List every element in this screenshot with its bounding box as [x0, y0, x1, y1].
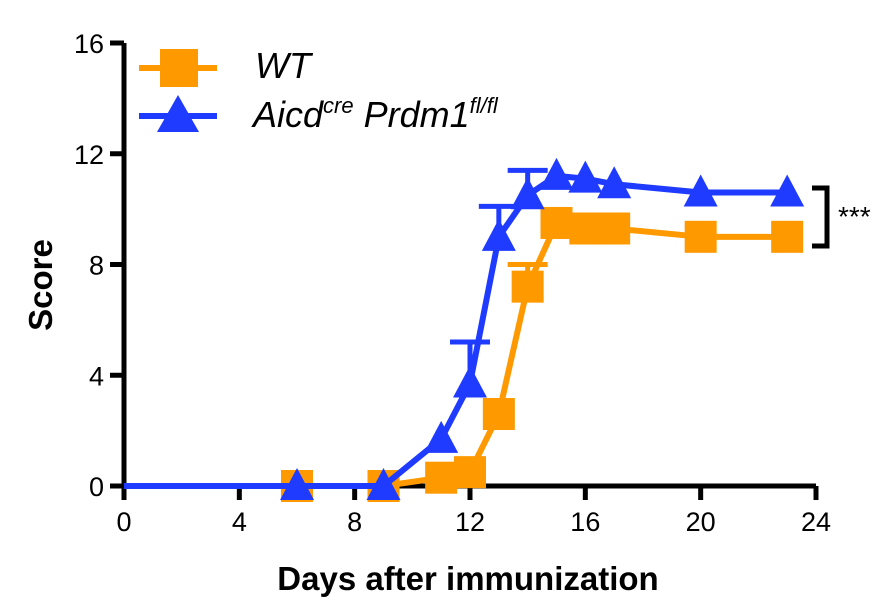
legend-marker-wt [160, 49, 198, 87]
x-tick-label: 24 [801, 507, 831, 537]
data-point [453, 365, 487, 398]
data-point [280, 468, 314, 500]
data-point [771, 220, 804, 253]
series-wt [124, 206, 804, 502]
data-point [511, 270, 544, 303]
series-aicd [124, 157, 805, 500]
data-point [770, 174, 805, 207]
significance-bracket: *** [812, 185, 871, 249]
data-point [683, 174, 718, 207]
data-point [598, 212, 631, 245]
data-point [540, 206, 573, 239]
y-tick-label: 4 [89, 361, 104, 391]
data-point [510, 177, 545, 210]
data-point [366, 468, 401, 500]
x-tick-label: 20 [686, 507, 716, 537]
data-point [569, 212, 602, 245]
y-axis-title: Score [22, 239, 59, 331]
data-point [481, 218, 516, 251]
series-line [124, 219, 788, 489]
data-point [539, 157, 574, 190]
data-point [482, 398, 515, 431]
data-point [684, 220, 717, 253]
x-tick-label: 4 [232, 507, 247, 537]
legend-label-aicd: Aicdcre Prdm1fl/fl [251, 93, 499, 135]
series-layer [124, 157, 805, 502]
legend-marker-aicd [157, 95, 199, 132]
data-point [424, 420, 459, 453]
legend-aicd-mid: Prdm1 [354, 94, 470, 135]
y-tick-label: 0 [89, 472, 104, 502]
x-tick-label: 0 [116, 507, 131, 537]
significance-bracket-line [812, 185, 830, 249]
series-line [124, 172, 788, 489]
data-point [597, 166, 632, 199]
x-tick-label: 12 [455, 507, 485, 537]
data-point [568, 160, 603, 193]
y-tick-label: 16 [74, 29, 104, 59]
significance-label: *** [838, 201, 871, 232]
x-tick-label: 8 [347, 507, 362, 537]
y-tick-label: 12 [74, 140, 104, 170]
legend-aicd-sup2: fl/fl [470, 93, 499, 118]
legend-aicd-sup1: cre [323, 93, 354, 118]
legend: WT Aicdcre Prdm1fl/fl [139, 45, 499, 135]
legend-label-wt: WT [255, 45, 314, 86]
data-point [454, 456, 486, 489]
x-axis-title: Days after immunization [277, 560, 658, 597]
y-tick-label: 8 [89, 251, 104, 281]
legend-aicd-base: Aicd [251, 94, 324, 135]
data-point [425, 461, 458, 494]
x-tick-label: 16 [570, 507, 600, 537]
